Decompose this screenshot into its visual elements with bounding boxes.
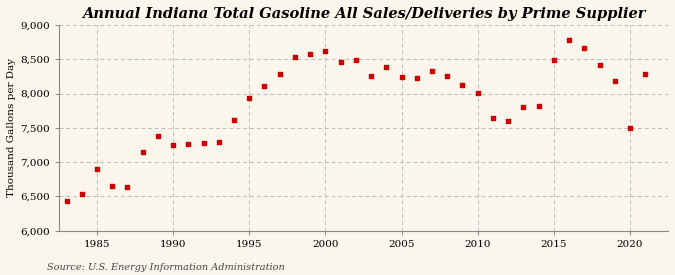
Point: [107, 184, 117, 188]
Point: [198, 141, 209, 145]
Point: [320, 49, 331, 53]
Point: [213, 139, 224, 144]
Point: [274, 72, 285, 76]
Point: [122, 185, 133, 189]
Point: [61, 198, 72, 203]
Point: [137, 150, 148, 154]
Point: [167, 143, 178, 147]
Point: [366, 73, 377, 78]
Point: [640, 72, 651, 76]
Point: [350, 58, 361, 62]
Point: [411, 76, 422, 80]
Text: Source: U.S. Energy Information Administration: Source: U.S. Energy Information Administ…: [47, 263, 285, 272]
Point: [487, 116, 498, 120]
Point: [624, 126, 635, 130]
Point: [503, 119, 514, 123]
Point: [381, 65, 392, 69]
Point: [244, 96, 254, 101]
Point: [259, 84, 270, 88]
Point: [153, 134, 163, 138]
Point: [305, 51, 316, 56]
Point: [335, 60, 346, 64]
Point: [92, 167, 103, 171]
Point: [594, 62, 605, 67]
Point: [564, 38, 574, 42]
Point: [442, 74, 453, 79]
Title: Annual Indiana Total Gasoline All Sales/Deliveries by Prime Supplier: Annual Indiana Total Gasoline All Sales/…: [82, 7, 645, 21]
Point: [183, 141, 194, 146]
Point: [579, 45, 590, 50]
Point: [518, 105, 529, 109]
Point: [396, 75, 407, 79]
Y-axis label: Thousand Gallons per Day: Thousand Gallons per Day: [7, 58, 16, 197]
Point: [548, 58, 559, 62]
Point: [229, 117, 240, 122]
Point: [76, 192, 87, 197]
Point: [533, 104, 544, 108]
Point: [610, 79, 620, 83]
Point: [290, 55, 300, 59]
Point: [457, 82, 468, 87]
Point: [472, 91, 483, 95]
Point: [427, 69, 437, 73]
